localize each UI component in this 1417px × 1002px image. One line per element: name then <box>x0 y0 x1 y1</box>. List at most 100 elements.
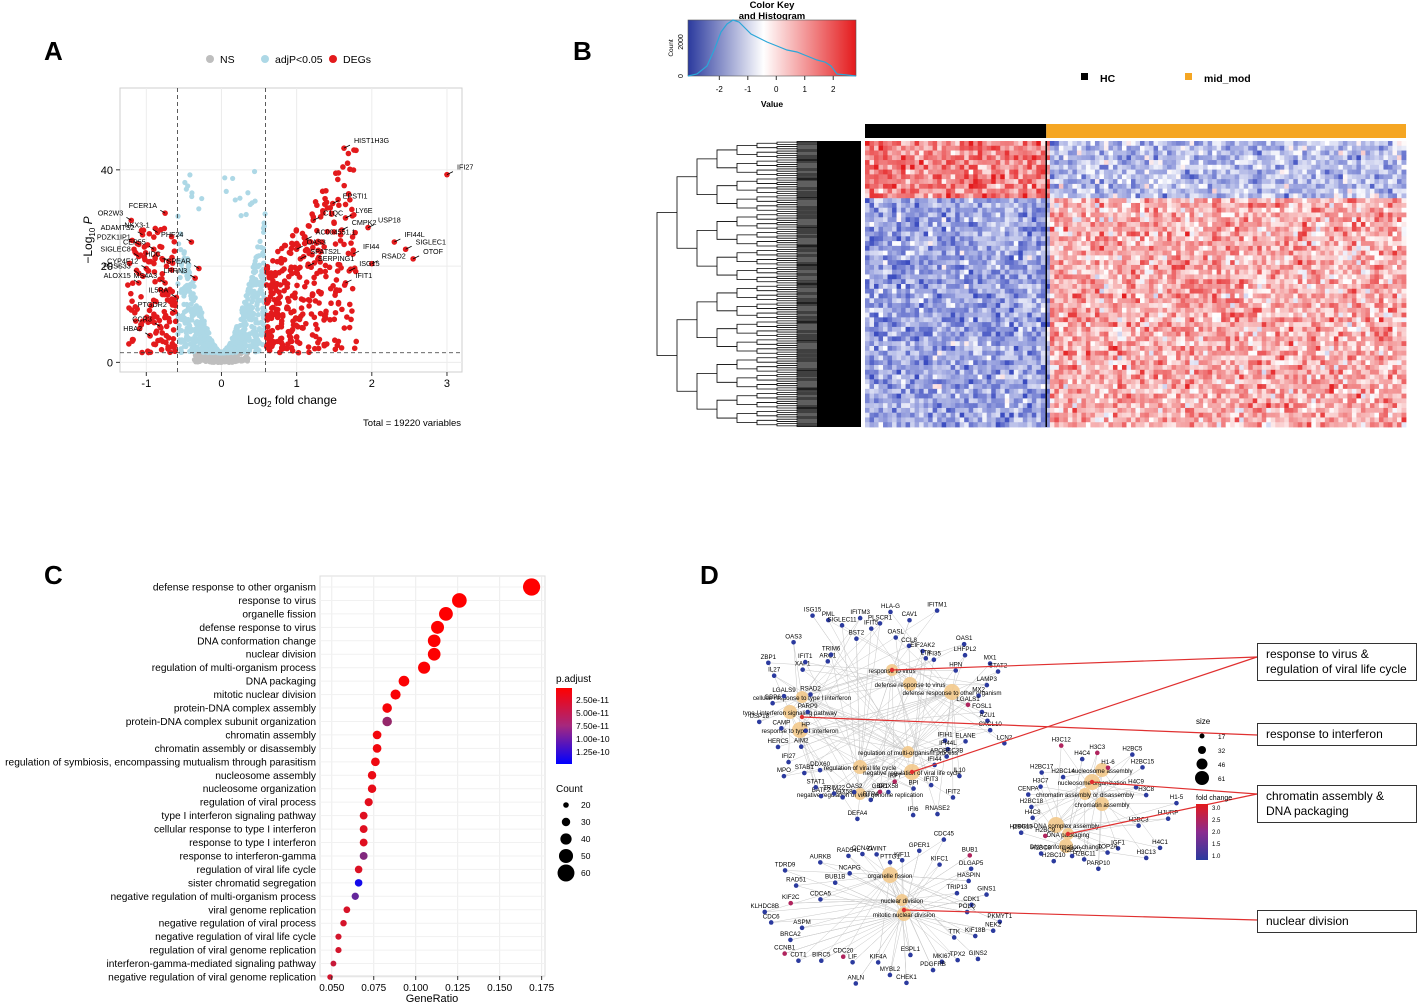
heatmap-cell <box>1257 155 1263 161</box>
heatmap-cell <box>1040 222 1046 228</box>
heatmap-cell <box>914 255 920 261</box>
heatmap-cell <box>1009 198 1015 204</box>
heatmap-cell <box>1293 250 1299 256</box>
heatmap-cell <box>1149 188 1154 194</box>
heatmap-cell <box>923 183 929 190</box>
heatmap-cell <box>982 207 988 213</box>
heatmap-cell <box>955 193 961 199</box>
heatmap-cell <box>1000 222 1006 228</box>
heatmap-cell <box>959 226 965 232</box>
dendrogram-branch <box>796 322 817 325</box>
heatmap-cell <box>1185 179 1190 185</box>
heatmap-cell <box>1347 169 1353 175</box>
heatmap-cell <box>883 255 888 261</box>
volcano-point-deg <box>281 242 288 249</box>
heatmap-cell <box>1198 141 1204 147</box>
heatmap-cell <box>941 169 947 175</box>
heatmap-cell <box>1121 169 1127 175</box>
heatmap-cell <box>865 202 870 209</box>
heatmap-cell <box>1153 193 1159 199</box>
heatmap-cell <box>1081 150 1087 156</box>
heatmap-cell <box>1396 179 1402 185</box>
dendrogram-branch <box>776 414 797 418</box>
heatmap-cell <box>1063 260 1069 266</box>
dendrogram-branch <box>796 176 817 179</box>
heatmap-cell <box>959 198 965 204</box>
volcano-gene-label: SERPING1 <box>318 254 354 263</box>
heatmap-cell <box>932 145 938 151</box>
row-dendrogram <box>656 141 861 427</box>
heatmap-cell <box>977 155 983 161</box>
heatmap-cell <box>1058 160 1064 166</box>
heatmap-cell <box>1085 241 1091 247</box>
heatmap-cell <box>1094 164 1100 170</box>
heatmap-cell <box>1027 236 1033 242</box>
heatmap-cell <box>1342 188 1348 194</box>
heatmap-cell <box>1126 207 1132 213</box>
heatmap-cell <box>1103 155 1109 161</box>
heatmap-cell <box>1158 145 1163 151</box>
heatmap-cell <box>1369 255 1375 261</box>
heatmap-cell <box>1121 222 1127 228</box>
heatmap-cell <box>1135 245 1141 252</box>
heatmap-cell <box>959 231 965 237</box>
legend-adjp-label: adjP<0.05 <box>275 54 323 66</box>
heatmap-cell <box>1140 155 1145 161</box>
heatmap-cell <box>1022 188 1028 194</box>
heatmap-cell <box>923 241 929 247</box>
heatmap-cell <box>1081 164 1087 170</box>
heatmap-cell <box>1216 164 1222 170</box>
heatmap-cell <box>1347 255 1353 261</box>
heatmap-cell <box>1365 169 1371 175</box>
heatmap-cell <box>1360 183 1366 190</box>
heatmap-cell <box>1351 236 1357 242</box>
heatmap-cell <box>1198 188 1204 194</box>
heatmap-cell <box>1293 145 1299 151</box>
heatmap-cell <box>910 207 915 213</box>
heatmap-cell <box>1311 150 1317 156</box>
dendrogram-branch <box>796 183 817 186</box>
volcano-label-leader <box>367 224 375 228</box>
volcano-point-adjp <box>223 188 229 194</box>
heatmap-cell <box>1176 241 1181 247</box>
heatmap-cell <box>1248 245 1254 252</box>
volcano-point-adjp <box>178 262 185 268</box>
heatmap-cell <box>1365 207 1371 213</box>
heatmap-cell <box>1347 231 1353 237</box>
heatmap-cell <box>973 217 979 223</box>
heatmap-cell <box>1288 241 1294 247</box>
heatmap-cell <box>964 226 970 232</box>
heatmap-cell <box>1387 150 1393 156</box>
heatmap-cell <box>1203 188 1209 194</box>
heatmap-cell <box>959 241 965 247</box>
heatmap-cell <box>1275 217 1281 223</box>
volcano-point-adjp <box>232 335 238 341</box>
heatmap-cell <box>1094 145 1100 151</box>
heatmap-cell <box>896 141 902 147</box>
heatmap-cell <box>1401 260 1407 266</box>
heatmap-cell <box>1036 183 1042 190</box>
heatmap-cell <box>1022 245 1028 252</box>
heatmap-cell <box>1103 241 1109 247</box>
heatmap-cell <box>1315 155 1321 161</box>
heatmap-cell <box>1360 222 1366 228</box>
heatmap-cell <box>1392 241 1398 247</box>
heatmap-cell <box>1135 145 1141 151</box>
heatmap-cell <box>1018 217 1024 223</box>
heatmap-cell <box>1085 150 1091 156</box>
heatmap-cell <box>1108 226 1114 232</box>
heatmap-cell <box>905 198 911 204</box>
heatmap-cell <box>1099 188 1105 194</box>
heatmap-cell <box>928 179 934 185</box>
heatmap-cell <box>1347 160 1353 166</box>
volcano-point-adjp <box>259 268 265 274</box>
heatmap-cell <box>1360 217 1366 223</box>
heatmap-cell <box>1036 179 1042 185</box>
heatmap-cell <box>968 241 974 247</box>
heatmap-cell <box>1144 222 1150 228</box>
heatmap-cell <box>1230 160 1236 166</box>
heatmap-cell <box>1099 212 1105 218</box>
heatmap-cell <box>1185 241 1190 247</box>
heatmap-cell <box>1040 250 1046 256</box>
heatmap-cell <box>1234 217 1240 223</box>
